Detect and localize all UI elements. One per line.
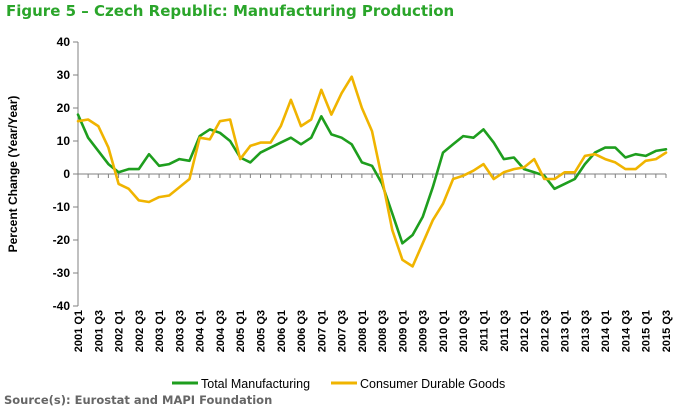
x-tick-label: 2002 Q1 — [114, 310, 126, 352]
x-tick-label: 2011 Q3 — [499, 310, 511, 352]
chart-title: Figure 5 – Czech Republic: Manufacturing… — [6, 2, 455, 20]
x-tick-label: 2003 Q1 — [154, 310, 166, 352]
x-tick-label: 2013 Q3 — [580, 310, 592, 352]
x-tick-label: 2004 Q3 — [215, 310, 227, 352]
x-tick-label: 2014 Q1 — [600, 310, 612, 352]
x-tick-label: 2014 Q3 — [620, 310, 632, 352]
x-axis-ticks: 2001 Q1 2001 Q3 2002 Q1 2002 Q3 2003 Q1 2003 … — [73, 174, 673, 352]
x-tick-label: 2001 Q1 — [73, 310, 85, 352]
x-tick-label: 2010 Q1 — [438, 310, 450, 352]
x-tick-label: 2011 Q1 — [479, 310, 491, 352]
y-tick-label: -40 — [53, 299, 71, 313]
x-tick-label: 2008 Q1 — [357, 310, 369, 352]
y-tick-label: -20 — [53, 233, 71, 247]
y-tick-label: 20 — [57, 101, 71, 115]
x-tick-label: 2004 Q1 — [195, 310, 207, 352]
series-lines — [76, 75, 668, 268]
y-tick-label: 0 — [63, 167, 70, 181]
y-tick-label: -10 — [53, 200, 71, 214]
x-tick-label: 2009 Q3 — [418, 310, 430, 352]
x-tick-label: 2015 Q3 — [661, 310, 673, 352]
x-tick-label: 2001 Q3 — [93, 310, 105, 352]
x-tick-label: 2007 Q1 — [316, 310, 328, 352]
y-tick-label: -30 — [53, 266, 71, 280]
y-axis-ticks: 40 30 20 10 0 -10 -20 -30 -40 — [53, 35, 78, 313]
series-line-total-manufacturing — [76, 113, 668, 245]
x-tick-label: 2010 Q3 — [458, 310, 470, 352]
legend-label-total-manufacturing: Total Manufacturing — [201, 377, 310, 391]
x-tick-label: 2015 Q1 — [641, 310, 653, 352]
y-tick-label: 30 — [57, 68, 71, 82]
x-tick-label: 2013 Q1 — [560, 310, 572, 352]
y-tick-label: 40 — [57, 35, 71, 49]
series-line-consumer-durable-goods — [76, 75, 668, 268]
x-tick-label: 2012 Q1 — [519, 310, 531, 352]
legend-label-consumer-durable-goods: Consumer Durable Goods — [360, 377, 505, 391]
x-tick-label: 2005 Q3 — [255, 310, 267, 352]
x-tick-label: 2005 Q1 — [235, 310, 247, 352]
x-tick-label: 2006 Q3 — [296, 310, 308, 352]
y-axis-label: Percent Change (Year/Year) — [6, 96, 20, 253]
y-tick-label: 10 — [57, 134, 71, 148]
x-tick-label: 2008 Q3 — [377, 310, 389, 352]
x-tick-label: 2006 Q1 — [276, 310, 288, 352]
x-tick-label: 2009 Q1 — [397, 310, 409, 352]
x-tick-label: 2003 Q3 — [174, 310, 186, 352]
x-tick-label: 2002 Q3 — [134, 310, 146, 352]
chart-legend: Total Manufacturing Consumer Durable Goo… — [172, 377, 505, 391]
x-tick-label: 2007 Q3 — [337, 310, 349, 352]
source-note: Source(s): Eurostat and MAPI Foundation — [4, 393, 273, 407]
x-tick-label: 2012 Q3 — [539, 310, 551, 352]
